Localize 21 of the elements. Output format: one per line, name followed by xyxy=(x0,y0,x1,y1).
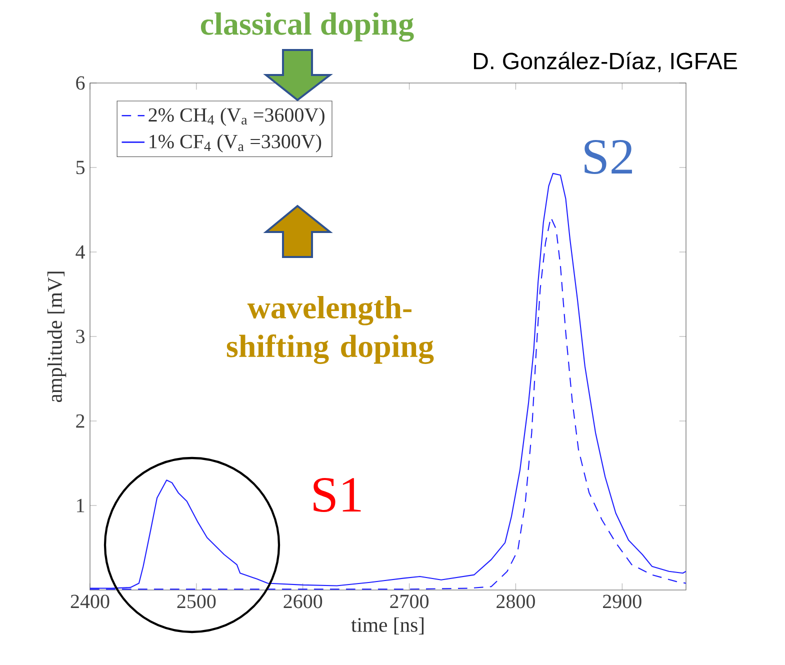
text: classical doping xyxy=(200,12,414,42)
annotation: S1 xyxy=(314,478,361,512)
y-tick-label: 5 xyxy=(76,160,85,174)
x-tick-label: 2600 xyxy=(284,594,322,608)
y-tick-label: 1 xyxy=(77,498,84,512)
annotation: wavelength-shifting doping xyxy=(226,296,434,364)
y-tick-label: 4 xyxy=(76,245,85,259)
y-tick-label: 3 xyxy=(76,330,85,344)
x-tick-label: 2700 xyxy=(390,594,429,608)
y-tick-label: 2 xyxy=(76,414,84,428)
legend-label: 1% CF$_{4}$ (V$_{a}$ =3300V) xyxy=(150,134,322,152)
y-tick-label: 6 xyxy=(76,76,85,90)
x-tick-label: 2400 xyxy=(70,594,110,608)
x-tick-label: 2800 xyxy=(496,594,535,608)
x-tick-label: 2900 xyxy=(603,594,642,608)
legend-label: 2% CH$_{4}$ (V$_{a}$ =3600V) xyxy=(148,108,324,126)
annotation: S2 xyxy=(584,140,632,174)
x-axis-title: time [ns] xyxy=(351,617,424,634)
x-tick-label: 2500 xyxy=(177,594,216,608)
y-axis-title: amplitude [mV] xyxy=(47,272,66,402)
text: D. González-Díaz, IGFAE xyxy=(474,52,737,72)
